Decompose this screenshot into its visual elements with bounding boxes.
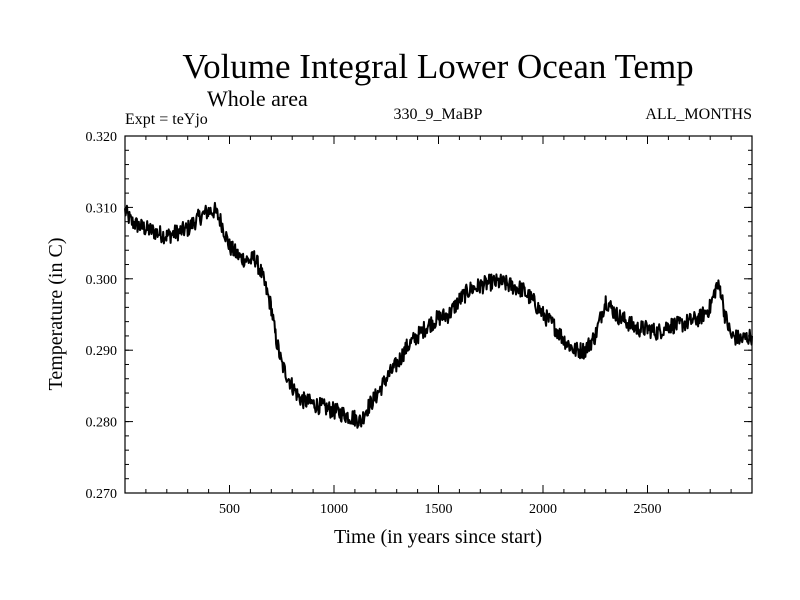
x-tick-label: 2500 <box>634 502 662 517</box>
months-annotation: ALL_MONTHS <box>645 106 752 123</box>
y-tick-label: 0.300 <box>86 273 118 288</box>
x-tick-label: 2000 <box>529 502 557 517</box>
x-axis-label: Time (in years since start) <box>334 526 542 548</box>
y-tick-label: 0.290 <box>86 344 118 359</box>
y-axis: 0.270 0.280 0.290 0.300 0.310 0.320 <box>86 130 752 502</box>
y-axis-label: Temperature (in C) <box>45 238 67 391</box>
chart-title: Volume Integral Lower Ocean Temp <box>182 47 693 86</box>
temperature-series-line <box>124 201 753 429</box>
x-tick-label: 1500 <box>425 502 453 517</box>
y-tick-label: 0.280 <box>86 416 118 431</box>
y-tick-label: 0.320 <box>86 130 118 145</box>
y-tick-label: 0.310 <box>86 201 118 216</box>
chart-subtitle: Whole area <box>207 86 308 111</box>
y-tick-label: 0.270 <box>86 487 118 502</box>
expt-annotation: Expt = teYjo <box>125 111 208 128</box>
x-tick-label: 500 <box>219 502 240 517</box>
case-annotation: 330_9_MaBP <box>394 106 483 123</box>
x-tick-label: 1000 <box>320 502 348 517</box>
x-axis: 500 1000 1500 2000 2500 <box>145 136 732 517</box>
